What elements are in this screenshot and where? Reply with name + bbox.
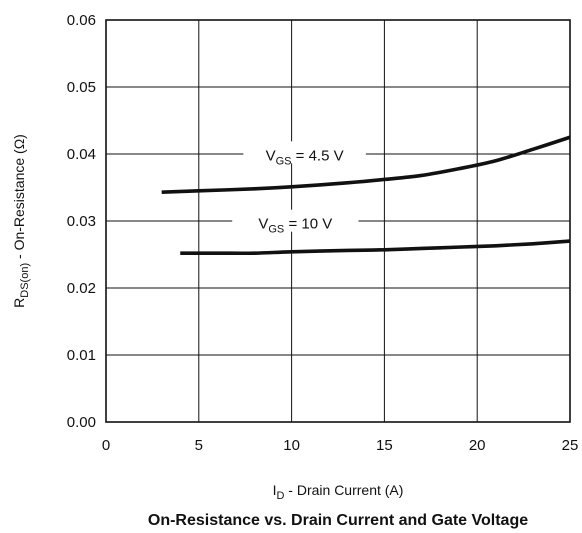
y-tick-label: 0.05 — [67, 79, 96, 96]
series-labels: VGS = 4.5 V VGS = 10 V — [232, 141, 366, 236]
x-tick-label: 25 — [562, 437, 579, 454]
series-lines — [161, 135, 571, 256]
series-line — [161, 135, 571, 194]
y-tick-label: 0.03 — [67, 213, 96, 230]
y-tick-label: 0.06 — [67, 12, 96, 29]
series-label: VGS = 4.5 V — [266, 147, 344, 167]
plot-frame — [105, 19, 571, 423]
grid — [106, 20, 570, 422]
x-axis-label: ID - Drain Current (A) — [273, 482, 404, 502]
tick-labels: 0 5 10 15 20 25 0.00 0.01 0.02 0.03 0.04 0.05 0.06 — [67, 12, 579, 454]
x-tick-label: 20 — [469, 437, 486, 454]
series-label-bg — [243, 141, 366, 164]
x-tick-label: 10 — [283, 437, 300, 454]
chart-title: On-Resistance vs. Drain Current and Gate… — [148, 512, 528, 529]
x-tick-label: 0 — [102, 437, 110, 454]
y-tick-label: 0.04 — [67, 146, 96, 163]
series-label: VGS = 10 V — [258, 216, 332, 236]
series-label-bg — [232, 209, 359, 232]
y-tick-label: 0.00 — [67, 414, 96, 431]
y-tick-label: 0.02 — [67, 280, 96, 297]
y-axis-label: RDS(on) - On-Resistance (Ω) — [11, 134, 31, 308]
y-tick-label: 0.01 — [67, 347, 96, 364]
x-tick-label: 15 — [376, 437, 393, 454]
series-line — [180, 239, 571, 256]
x-tick-label: 5 — [195, 437, 203, 454]
